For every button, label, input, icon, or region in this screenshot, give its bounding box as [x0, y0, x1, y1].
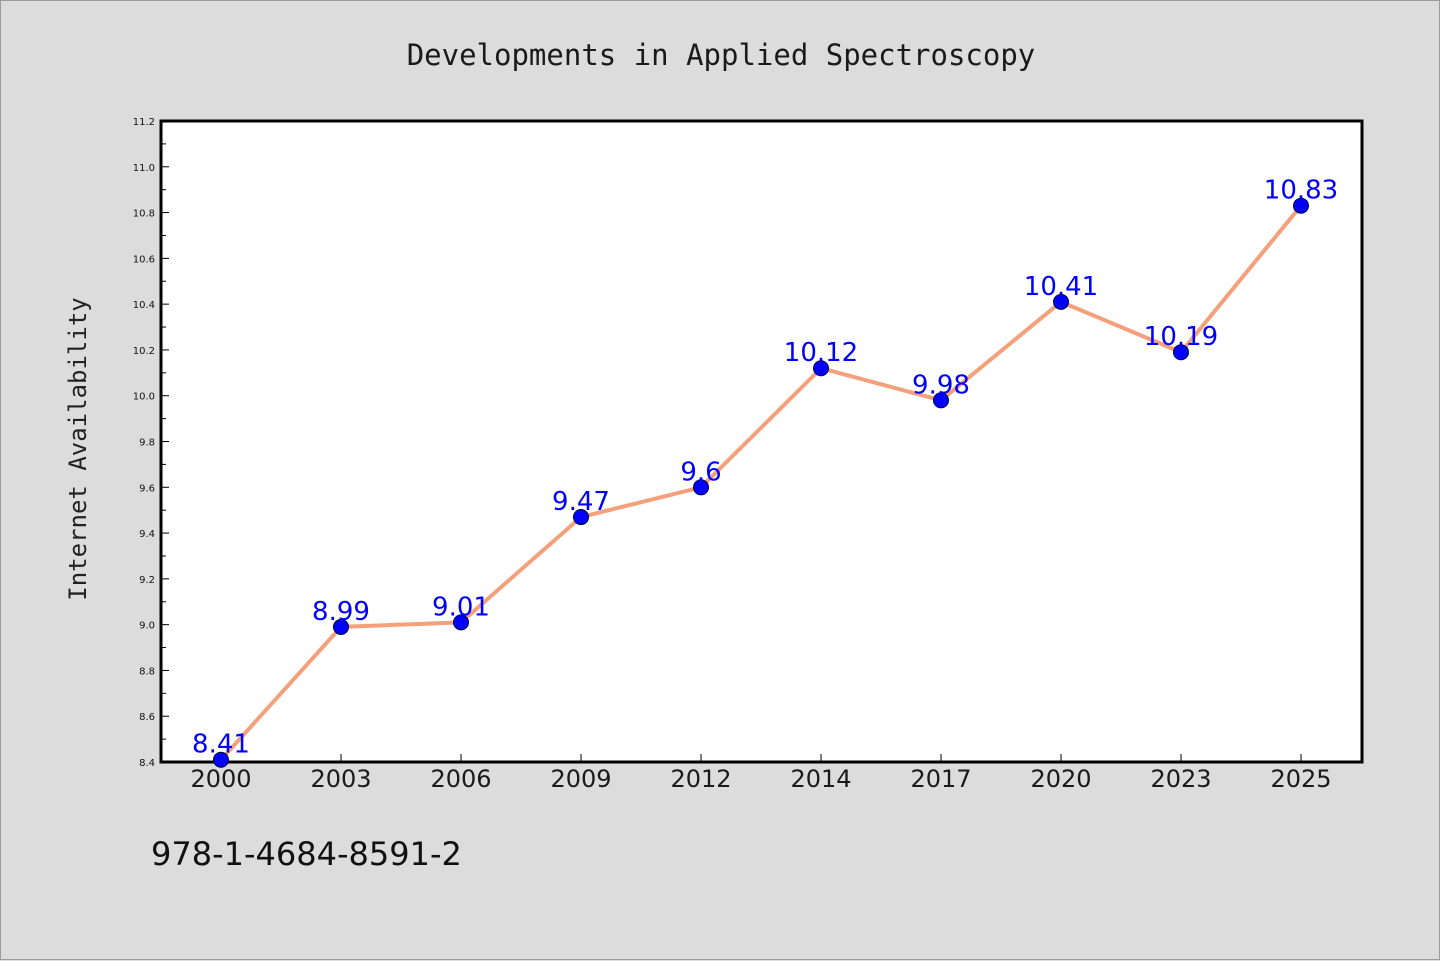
y-tick-label: 10.6 — [133, 254, 155, 265]
isbn-footnote: 978-1-4684-8591-2 — [151, 835, 462, 873]
y-tick-label: 11.2 — [133, 117, 155, 128]
data-label: 10.19 — [1144, 322, 1218, 352]
series-line — [219, 204, 1303, 762]
data-label: 10.12 — [784, 338, 858, 368]
plot-area — [159, 119, 1364, 764]
data-label: 9.6 — [680, 457, 721, 487]
data-point-markers — [213, 197, 1309, 768]
data-point — [813, 360, 829, 377]
y-tick-label: 9.8 — [139, 438, 155, 449]
chart-title: Developments in Applied Spectroscopy — [407, 38, 1036, 72]
y-axis-ticks: 8.4 8.6 8.8 9.0 9.2 9.4 9.6 9.8 10.0 10.2 10.4 10.6… — [133, 117, 169, 769]
data-point — [333, 618, 349, 635]
data-label: 9.01 — [432, 592, 490, 622]
data-label: 8.99 — [312, 597, 370, 627]
data-label: 10.83 — [1264, 176, 1338, 206]
data-point — [693, 479, 709, 496]
x-tick-label: 2014 — [790, 765, 851, 793]
y-tick-label: 9.4 — [139, 529, 155, 540]
data-point — [933, 392, 949, 409]
x-tick-label: 2012 — [670, 765, 731, 793]
data-label: 10.41 — [1024, 272, 1098, 302]
x-tick-label: 2023 — [1150, 765, 1211, 793]
data-point — [1173, 344, 1189, 361]
y-tick-label: 8.8 — [139, 666, 155, 677]
y-tick-label: 9.6 — [139, 483, 155, 494]
series-line-group — [219, 204, 1303, 762]
data-point — [1293, 197, 1309, 214]
x-tick-label: 2020 — [1030, 765, 1091, 793]
y-tick-label: 10.0 — [133, 392, 155, 403]
y-tick-label: 10.8 — [133, 209, 155, 220]
data-label: 9.47 — [552, 487, 610, 517]
x-tick-label: 2017 — [910, 765, 971, 793]
y-tick-label: 9.0 — [139, 621, 155, 632]
x-tick-label: 2025 — [1270, 765, 1331, 793]
x-tick-label: 2006 — [430, 765, 491, 793]
x-tick-label: 2003 — [310, 765, 371, 793]
data-label: 9.98 — [912, 370, 970, 400]
y-tick-label: 10.2 — [133, 346, 155, 357]
y-tick-label: 8.4 — [139, 758, 155, 769]
data-labels: 8.41 8.99 9.01 9.47 9.6 10.12 9.98 10.41 10.19 10… — [192, 176, 1338, 760]
x-axis-ticks: 2000 2003 2006 2009 2012 2014 2017 2020 2023 2025 — [190, 754, 1332, 793]
x-tick-label: 2009 — [550, 765, 611, 793]
data-label: 8.41 — [192, 730, 250, 760]
y-tick-label: 10.4 — [133, 300, 155, 311]
data-point — [1053, 293, 1069, 310]
y-axis-label: Internet Availability — [64, 297, 92, 600]
y-tick-label: 11.0 — [133, 163, 155, 174]
data-point — [213, 751, 229, 768]
y-tick-label: 9.2 — [139, 575, 155, 586]
data-point — [453, 614, 469, 631]
y-tick-label: 8.6 — [139, 712, 155, 723]
x-tick-label: 2000 — [190, 765, 251, 793]
data-point — [573, 509, 589, 526]
